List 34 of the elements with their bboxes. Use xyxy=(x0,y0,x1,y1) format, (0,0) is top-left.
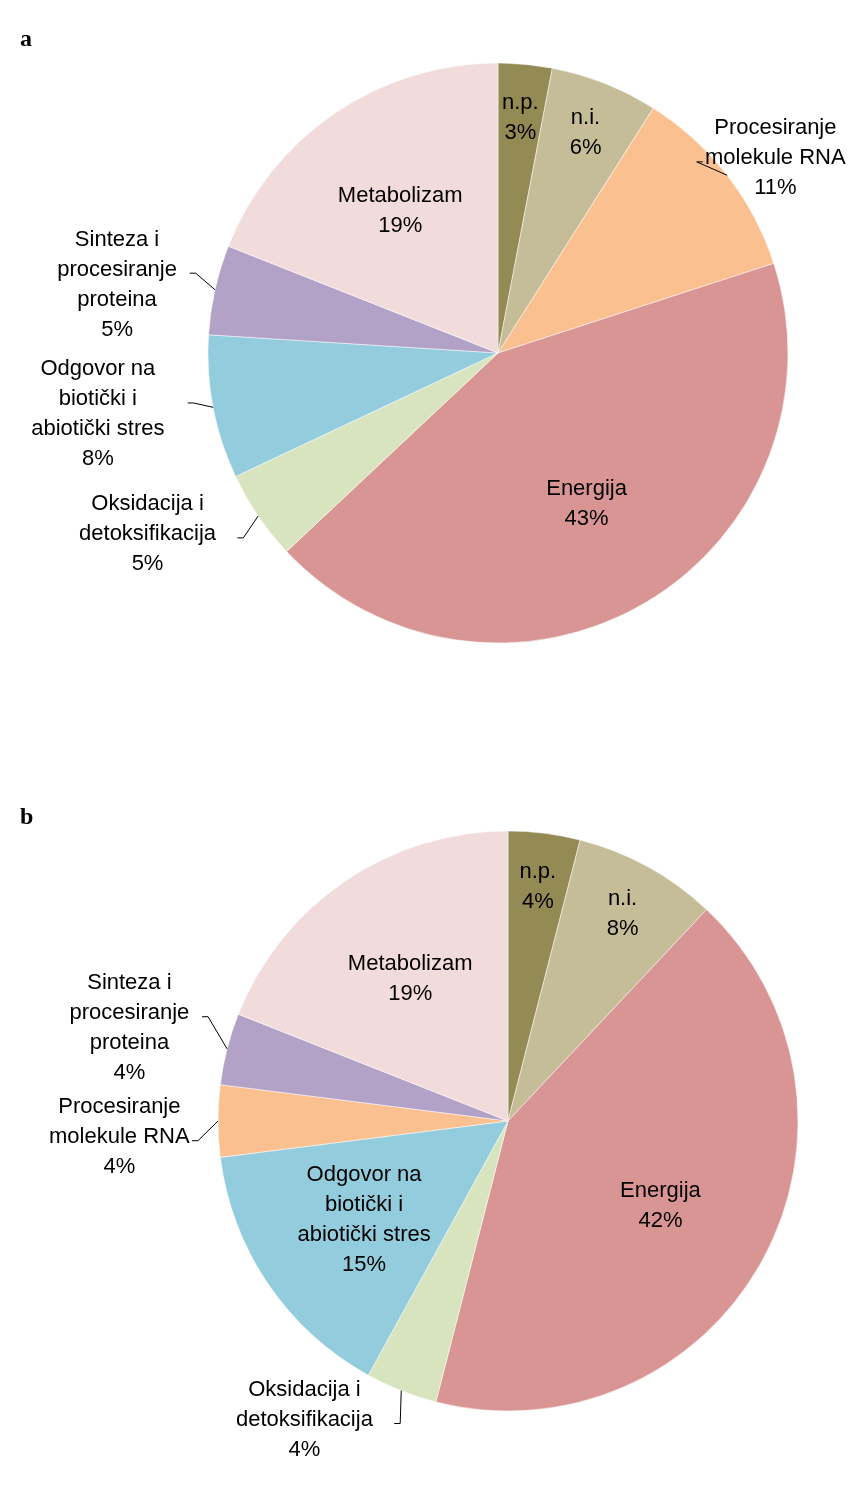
slice-label: n.i. xyxy=(607,885,638,911)
slice-label: Odgovor na biotički i abiotički stres xyxy=(297,1161,431,1247)
data-label: 8% xyxy=(606,915,639,941)
data-label: 5% xyxy=(131,550,164,576)
slice-label: n.i. xyxy=(570,104,601,130)
slice-label: n.p. xyxy=(519,857,557,883)
slice-label: Oksidacija i detoksifikacija xyxy=(79,490,217,546)
data-label: 19% xyxy=(388,979,433,1005)
data-label: 11% xyxy=(754,174,797,200)
slice-label: Energija xyxy=(546,475,628,501)
slice-label: Odgovor na biotički i abiotički stres xyxy=(31,355,165,441)
slice-label: n.p. xyxy=(502,88,539,114)
chart-title: a xyxy=(20,25,32,51)
data-label: 6% xyxy=(569,134,602,160)
data-label: 4% xyxy=(113,1059,146,1085)
data-label: 15% xyxy=(342,1251,387,1277)
slice-label: Sinteza i procesiranje proteina xyxy=(57,225,177,311)
data-label: 5% xyxy=(101,315,133,341)
data-label: 3% xyxy=(504,118,537,144)
data-label: 42% xyxy=(638,1207,683,1233)
data-label: 4% xyxy=(288,1436,321,1462)
data-label: 19% xyxy=(378,211,423,237)
slice-label: Procesiranje molekule RNA xyxy=(705,114,846,170)
slice-label: Oksidacija i detoksifikacija xyxy=(235,1376,374,1432)
data-label: 8% xyxy=(81,445,114,471)
data-label: 43% xyxy=(564,505,609,531)
slice-label: Energija xyxy=(620,1177,702,1203)
slice-label: Metabolizam xyxy=(347,949,473,975)
data-label: 4% xyxy=(521,887,554,913)
data-label: 4% xyxy=(103,1153,136,1179)
slice-label: Procesiranje molekule RNA xyxy=(49,1093,190,1149)
slice-label: Metabolizam xyxy=(337,181,463,207)
slice-label: Sinteza i procesiranje proteina xyxy=(69,969,190,1055)
chart-title: b xyxy=(20,803,34,829)
